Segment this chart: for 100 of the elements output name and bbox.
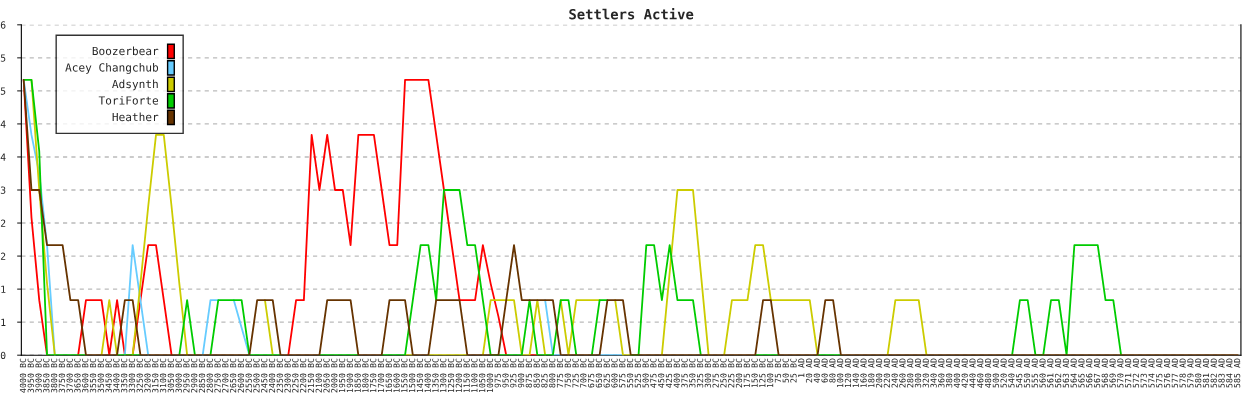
x-tick-label: 675 BC bbox=[587, 358, 595, 388]
x-tick-label: 25 BC bbox=[790, 358, 797, 383]
x-tick-label: 320 AD bbox=[922, 358, 929, 388]
x-tick-label: 150 BC bbox=[751, 358, 758, 388]
x-tick-label: 3550 BC bbox=[89, 358, 97, 393]
y-tick-label: 6 bbox=[0, 21, 6, 29]
x-tick-label: 175 BC bbox=[743, 358, 750, 388]
x-tick-label: 1050 BC bbox=[479, 358, 486, 393]
x-tick-label: 2550 BC bbox=[245, 358, 252, 393]
x-tick-label: 260 AD bbox=[899, 358, 906, 388]
x-tick-label: 275 BC bbox=[712, 358, 719, 388]
x-tick-label: 567 AD bbox=[1093, 358, 1101, 388]
x-tick-label: 1450 BC bbox=[416, 358, 424, 393]
x-tick-label: 360 AD bbox=[938, 358, 945, 388]
x-tick-label: 100 BC bbox=[766, 358, 774, 388]
x-tick-label: 550 BC bbox=[626, 358, 634, 388]
y-tick-label: 5 bbox=[0, 87, 6, 95]
x-tick-label: 425 BC bbox=[665, 358, 673, 388]
x-tick-label: 625 BC bbox=[603, 358, 610, 388]
x-tick-label: 3800 BC bbox=[50, 358, 58, 393]
x-tick-label: 3400 BC bbox=[113, 358, 120, 393]
x-tick-label: 580 AD bbox=[1195, 358, 1202, 388]
x-tick-label: 875 BC bbox=[525, 358, 533, 388]
x-tick-label: 550 AD bbox=[1023, 358, 1031, 388]
x-tick-label: 300 BC bbox=[704, 358, 712, 388]
x-tick-label: 325 BC bbox=[696, 358, 704, 388]
x-tick-label: 578 AD bbox=[1179, 358, 1186, 388]
x-tick-label: 775 BC bbox=[556, 358, 564, 388]
x-tick-label: 2000 BC bbox=[331, 358, 338, 393]
chart-title: Settlers Active bbox=[569, 7, 694, 20]
x-tick-label: 3100 BC bbox=[159, 358, 167, 393]
x-tick-label: 3300 BC bbox=[128, 358, 136, 393]
x-tick-label: 1200 BC bbox=[455, 358, 462, 393]
x-tick-label: 2250 BC bbox=[292, 358, 299, 393]
x-tick-label: 3650 BC bbox=[74, 358, 81, 393]
x-tick-label: 925 BC bbox=[510, 358, 517, 388]
x-tick-label: 380 AD bbox=[945, 358, 953, 388]
x-tick-label: 3900 BC bbox=[35, 358, 42, 393]
x-tick-label: 200 BC bbox=[735, 358, 743, 388]
x-tick-label: 1500 BC bbox=[408, 358, 416, 393]
x-tick-label: 2300 BC bbox=[284, 358, 291, 393]
x-tick-label: 569 AD bbox=[1109, 358, 1116, 388]
x-tick-label: 400 AD bbox=[953, 358, 961, 388]
x-tick-label: 579 AD bbox=[1187, 358, 1194, 388]
x-tick-label: 140 AD bbox=[852, 358, 859, 388]
x-tick-label: 561 AD bbox=[1047, 358, 1054, 388]
y-tick-label: 3 bbox=[0, 186, 6, 194]
x-tick-label: 564 AD bbox=[1070, 358, 1077, 388]
x-tick-label: 577 AD bbox=[1171, 358, 1178, 388]
x-tick-label: 571 AD bbox=[1125, 358, 1132, 388]
x-tick-label: 40 AD bbox=[813, 358, 820, 383]
x-tick-label: 900 BC bbox=[517, 358, 525, 388]
x-tick-label: 280 AD bbox=[907, 358, 914, 388]
x-tick-label: 1400 BC bbox=[424, 358, 431, 393]
x-tick-label: 3200 BC bbox=[144, 358, 151, 393]
x-tick-label: 500 AD bbox=[992, 358, 999, 388]
x-tick-label: 2150 BC bbox=[307, 358, 315, 393]
x-tick-label: 2600 BC bbox=[237, 358, 245, 393]
x-tick-label: 180 AD bbox=[868, 358, 875, 388]
x-tick-label: 125 BC bbox=[759, 358, 766, 388]
x-tick-label: 568 AD bbox=[1101, 358, 1108, 388]
y-tick-label: 2 bbox=[0, 252, 6, 260]
x-tick-label: 1950 BC bbox=[338, 358, 346, 393]
x-tick-label: 60 AD bbox=[821, 358, 828, 383]
x-tick-label: 1650 BC bbox=[385, 358, 392, 393]
x-tick-label: 2750 BC bbox=[214, 358, 221, 393]
x-tick-label: 525 BC bbox=[634, 358, 641, 388]
x-tick-label: 1 AD bbox=[798, 358, 805, 378]
x-tick-label: 460 AD bbox=[977, 358, 984, 388]
y-tick-label: 5 bbox=[0, 54, 6, 62]
x-tick-label: 1100 BC bbox=[471, 358, 478, 393]
x-tick-label: 80 AD bbox=[829, 358, 836, 383]
y-tick-label: 2 bbox=[0, 219, 6, 227]
y-tick-label: 0 bbox=[0, 351, 6, 360]
x-tick-label: 600 BC bbox=[611, 358, 618, 388]
x-tick-label: 1750 BC bbox=[370, 358, 377, 393]
x-tick-label: 300 AD bbox=[914, 358, 922, 388]
legend-label: Adsynth bbox=[112, 79, 158, 91]
x-tick-label: 975 BC bbox=[494, 358, 501, 388]
x-tick-label: 2850 BC bbox=[198, 358, 206, 393]
x-tick-label: 570 AD bbox=[1117, 358, 1124, 388]
x-tick-label: 700 BC bbox=[580, 358, 587, 388]
x-tick-label: 545 AD bbox=[1016, 358, 1023, 388]
x-tick-label: 3350 BC bbox=[121, 358, 128, 393]
x-tick-label: 75 BC bbox=[774, 358, 782, 383]
x-tick-label: 160 AD bbox=[860, 358, 867, 388]
x-tick-label: 1550 BC bbox=[401, 358, 408, 393]
x-tick-label: 2050 BC bbox=[323, 358, 330, 393]
x-tick-label: 582 AD bbox=[1210, 358, 1217, 388]
x-tick-label: 2950 BC bbox=[183, 358, 190, 393]
x-tick-label: 1350 BC bbox=[432, 358, 439, 393]
x-tick-label: 650 BC bbox=[595, 358, 603, 388]
x-tick-label: 563 AD bbox=[1062, 358, 1070, 388]
x-tick-label: 4000 BC bbox=[19, 358, 27, 393]
legend-label: Boozerbear bbox=[92, 46, 159, 56]
x-tick-label: 575 BC bbox=[619, 358, 626, 388]
x-tick-label: 575 AD bbox=[1156, 358, 1163, 388]
x-tick-label: 50 BC bbox=[782, 358, 789, 383]
x-tick-label: 200 AD bbox=[875, 358, 883, 388]
x-tick-label: 576 AD bbox=[1163, 358, 1171, 388]
